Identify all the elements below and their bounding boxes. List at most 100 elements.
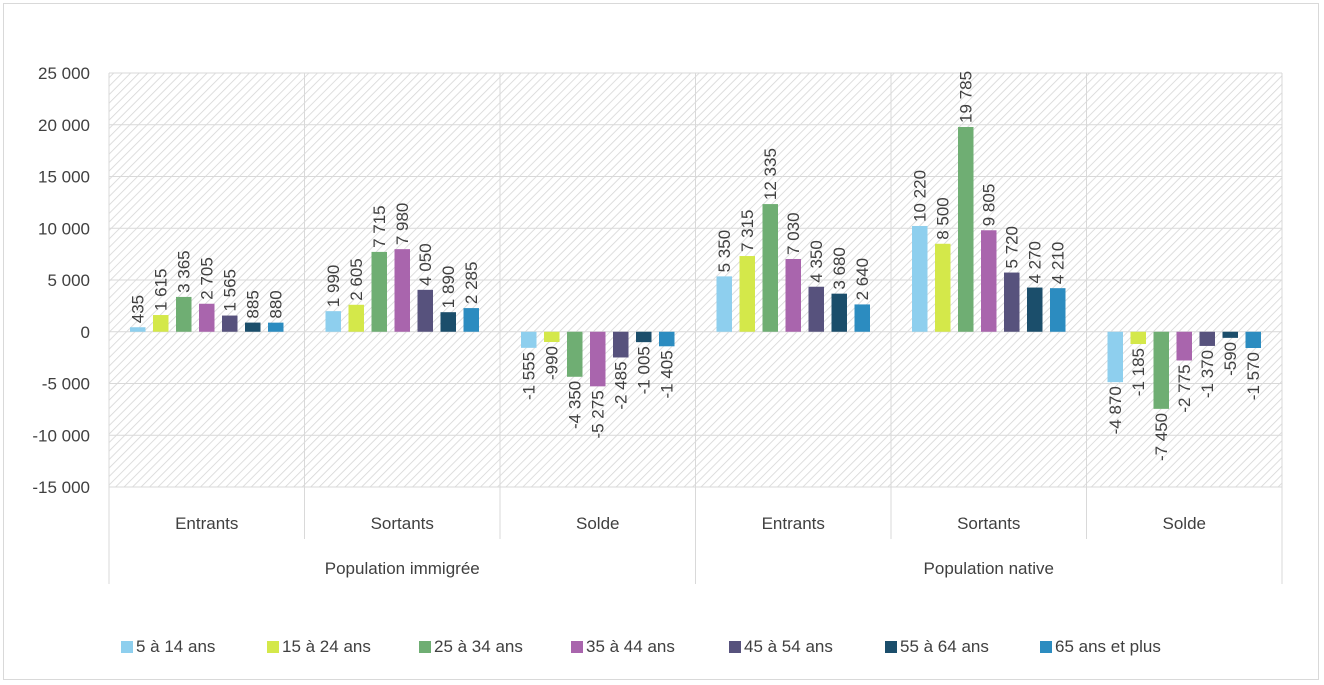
y-tick-label: 20 000 [38, 116, 90, 135]
bar [762, 204, 778, 332]
y-tick-label: -10 000 [32, 426, 90, 445]
grouped-bar-chart: 25 000 20 000 15 000 10 000 5 000 0 -5 000 -10 … [32, 64, 1283, 656]
legend-label: 45 à 54 ans [744, 637, 833, 656]
data-label: 435 [129, 295, 148, 323]
data-label: 1 890 [439, 266, 458, 309]
category-label: Solde [1163, 514, 1206, 533]
bar [199, 303, 215, 332]
data-label: 19 785 [957, 71, 976, 123]
bar [176, 296, 192, 332]
data-label: -2 775 [1175, 364, 1194, 412]
legend-swatch [121, 641, 133, 653]
bar [912, 225, 928, 332]
bar [440, 312, 456, 332]
category-label: Sortants [371, 514, 434, 533]
data-label: -1 555 [520, 352, 539, 400]
bar [1004, 272, 1020, 332]
category-label: Entrants [762, 514, 825, 533]
bar [935, 243, 951, 332]
legend-swatch [571, 641, 583, 653]
data-label: -990 [543, 346, 562, 380]
bar [544, 331, 560, 342]
data-label: 1 615 [152, 268, 171, 311]
legend-label: 5 à 14 ans [136, 637, 215, 656]
legend-swatch [729, 641, 741, 653]
bar [831, 293, 847, 332]
data-label: 5 720 [1003, 226, 1022, 269]
data-label: 880 [267, 290, 286, 318]
data-label: 2 605 [347, 258, 366, 301]
data-label: 2 705 [198, 257, 217, 300]
data-label: -1 005 [635, 346, 654, 394]
category-label: Entrants [175, 514, 238, 533]
data-label: 2 285 [462, 262, 481, 305]
data-label: 7 030 [784, 212, 803, 255]
legend-label: 55 à 64 ans [900, 637, 989, 656]
category-label: Solde [576, 514, 619, 533]
data-label: 5 350 [715, 230, 734, 273]
data-label: 12 335 [761, 148, 780, 200]
y-tick-label: 5 000 [47, 271, 90, 290]
bar [417, 289, 433, 332]
data-label: 1 565 [221, 269, 240, 312]
data-label: -5 275 [589, 390, 608, 438]
bar [567, 331, 583, 377]
y-tick-label: 15 000 [38, 168, 90, 187]
bar [268, 322, 284, 332]
bar [1107, 331, 1123, 383]
data-label: 2 640 [853, 258, 872, 301]
data-label: -4 350 [566, 381, 585, 429]
category-label: Sortants [957, 514, 1020, 533]
legend-swatch [419, 641, 431, 653]
legend-swatch [1040, 641, 1052, 653]
y-tick-label: -15 000 [32, 478, 90, 497]
data-labels: 435 1 615 3 365 2 705 1 565 885 880 1 990 2 6057… [129, 71, 1264, 461]
data-label: 7 980 [393, 203, 412, 246]
bar [659, 331, 675, 347]
data-label: -1 405 [658, 350, 677, 398]
bar [245, 322, 261, 332]
data-label: -2 485 [612, 361, 631, 409]
bar [130, 327, 146, 332]
data-label: 4 210 [1049, 242, 1068, 285]
x-axis: Entrants Sortants Solde Entrants Sortants Sol… [109, 486, 1282, 578]
data-label: -590 [1221, 342, 1240, 376]
data-label: 9 805 [980, 184, 999, 227]
bar [1245, 331, 1261, 348]
data-label: 1 990 [324, 265, 343, 308]
bar [521, 331, 537, 348]
data-label: 4 350 [807, 240, 826, 283]
data-label: -1 185 [1129, 348, 1148, 396]
group-label: Population immigrée [325, 559, 480, 578]
legend: 5 à 14 ans 15 à 24 ans 25 à 34 ans 35 à 44 … [121, 637, 1161, 656]
data-label: -1 570 [1244, 352, 1263, 400]
y-tick-label: -5 000 [42, 375, 90, 394]
data-label: 7 715 [370, 205, 389, 248]
bar [958, 126, 974, 332]
data-label: 7 315 [738, 209, 757, 252]
y-axis-ticks: 25 000 20 000 15 000 10 000 5 000 0 -5 000 -10 … [32, 64, 90, 497]
data-label: -4 870 [1106, 386, 1125, 434]
data-label: 3 365 [175, 250, 194, 293]
bar [371, 251, 387, 332]
y-tick-label: 0 [81, 323, 90, 342]
bar [1199, 331, 1215, 346]
data-label: 3 680 [830, 247, 849, 290]
data-label: 4 270 [1026, 241, 1045, 284]
legend-label: 25 à 34 ans [434, 637, 523, 656]
bar [981, 230, 997, 332]
bar [1130, 331, 1146, 345]
bar [1050, 288, 1066, 332]
legend-label: 15 à 24 ans [282, 637, 371, 656]
legend-swatch [267, 641, 279, 653]
bar [808, 286, 824, 332]
bar [636, 331, 652, 343]
data-label: 4 050 [416, 243, 435, 286]
chart-frame: 25 000 20 000 15 000 10 000 5 000 0 -5 000 -10 … [3, 3, 1319, 680]
bar [463, 308, 479, 332]
bar [153, 315, 169, 332]
legend-label: 35 à 44 ans [586, 637, 675, 656]
bar [325, 311, 341, 332]
group-label: Population native [924, 559, 1054, 578]
legend-swatch [885, 641, 897, 653]
